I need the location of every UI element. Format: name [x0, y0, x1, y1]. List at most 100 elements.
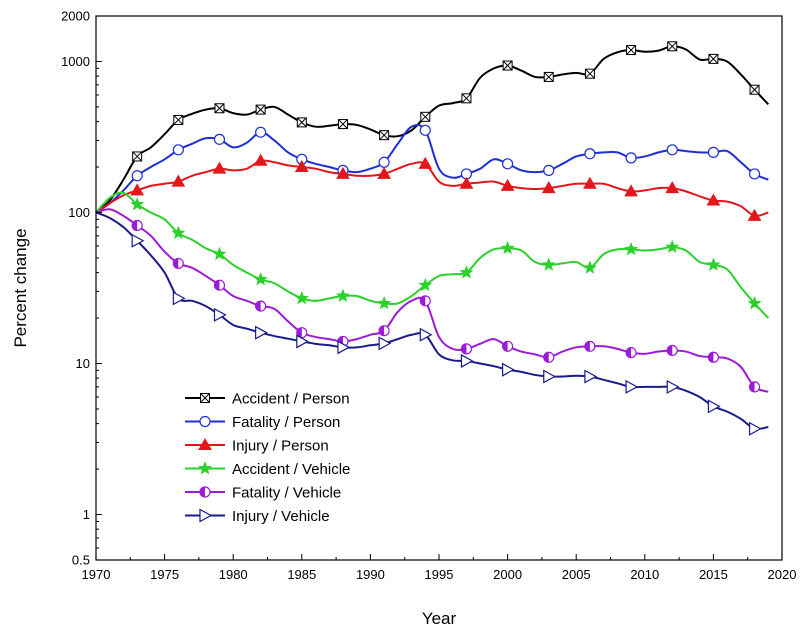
data-point-injury-vehicle [255, 325, 268, 340]
y-tick-label: 1000 [61, 54, 90, 69]
series-line-injury-vehicle [95, 211, 769, 431]
legend-label: Accident / Vehicle [232, 461, 350, 478]
series-line-fatality-person [95, 123, 769, 214]
data-point-accident-vehicle [171, 225, 186, 240]
data-point-accident-vehicle [459, 265, 474, 279]
legend-marker [198, 461, 212, 475]
data-point-accident-person [667, 41, 678, 52]
data-point-accident-vehicle [253, 272, 268, 286]
data-point-fatality-person [131, 170, 143, 182]
series-line-fatality-vehicle [95, 208, 769, 393]
data-point-fatality-vehicle [255, 300, 267, 312]
data-point-injury-vehicle [296, 334, 310, 349]
data-point-fatality-vehicle [748, 381, 761, 393]
data-point-fatality-vehicle [172, 257, 184, 270]
data-point-fatality-person [584, 148, 596, 160]
data-point-fatality-person [543, 164, 555, 176]
data-point-accident-vehicle [212, 246, 227, 261]
legend: Accident / Person Fatality / Person Injury… [185, 391, 350, 525]
data-point-accident-person [379, 130, 390, 141]
series-layer [95, 45, 770, 431]
data-point-fatality-person [666, 144, 678, 156]
data-point-injury-vehicle [707, 399, 721, 414]
y-tick-label: 1 [83, 507, 90, 522]
data-point-accident-vehicle [335, 288, 350, 302]
data-point-accident-vehicle [294, 291, 309, 305]
y-tick-label: 10 [76, 356, 90, 371]
data-point-accident-person [132, 151, 143, 162]
series-line-accident-person [95, 45, 770, 214]
legend-item-injury-vehicle: Injury / Vehicle [185, 508, 330, 525]
data-point-injury-person [706, 193, 721, 206]
legend-marker [199, 508, 213, 523]
data-point-injury-person [253, 153, 268, 166]
x-tick-label: 1995 [425, 567, 454, 582]
data-point-accident-vehicle [541, 257, 556, 271]
data-point-injury-vehicle [131, 233, 145, 248]
data-point-accident-person [255, 104, 266, 115]
data-point-accident-vehicle [130, 197, 145, 211]
legend-item-fatality-vehicle: Fatality / Vehicle [185, 485, 341, 502]
data-point-injury-vehicle [337, 340, 351, 355]
data-point-fatality-vehicle [666, 344, 678, 357]
data-point-injury-person [418, 156, 433, 169]
data-point-fatality-vehicle [213, 279, 226, 291]
data-point-fatality-person [378, 156, 390, 168]
legend-label: Accident / Person [232, 391, 350, 408]
data-point-injury-person [130, 183, 145, 196]
data-point-accident-person [584, 68, 595, 79]
data-point-fatality-vehicle [625, 347, 637, 359]
data-point-accident-vehicle [500, 240, 515, 255]
data-point-injury-vehicle [172, 291, 186, 306]
data-point-fatality-vehicle [502, 340, 514, 352]
data-point-fatality-person [172, 144, 184, 156]
data-point-accident-vehicle [418, 277, 433, 292]
data-point-injury-vehicle [213, 307, 227, 322]
data-point-injury-person [336, 166, 350, 179]
x-tick-label: 2000 [493, 567, 522, 582]
data-point-accident-person [749, 84, 760, 95]
data-point-injury-person [500, 178, 515, 191]
data-point-injury-vehicle [502, 362, 515, 377]
data-point-fatality-vehicle [543, 351, 555, 363]
legend-marker [200, 393, 210, 403]
data-point-accident-person [173, 114, 184, 125]
data-point-injury-person [747, 208, 762, 221]
x-tick-label: 2015 [699, 567, 728, 582]
series-line-accident-vehicle [95, 191, 770, 319]
x-tick-label: 1985 [287, 567, 316, 582]
data-point-fatality-vehicle [460, 343, 473, 355]
data-point-injury-person [212, 161, 227, 174]
data-point-injury-vehicle [378, 336, 392, 351]
data-point-fatality-vehicle [707, 351, 720, 363]
legend-item-injury-person: Injury / Person [185, 438, 329, 455]
legend-label: Fatality / Vehicle [232, 485, 341, 502]
data-point-injury-person [665, 181, 680, 194]
legend-marker [199, 486, 211, 498]
data-point-injury-person [377, 166, 391, 179]
data-point-accident-person [708, 53, 719, 64]
legend-label: Injury / Person [232, 438, 329, 455]
data-point-accident-person [461, 93, 472, 104]
legend-marker [199, 415, 211, 428]
data-point-accident-person [214, 103, 225, 114]
y-tick-label: 100 [68, 205, 90, 220]
series-line-injury-person [95, 159, 769, 218]
data-point-fatality-person [213, 133, 226, 145]
data-point-accident-vehicle [624, 242, 639, 256]
data-point-fatality-person [748, 168, 761, 180]
data-point-fatality-vehicle [584, 340, 596, 352]
y-tick-label: 0.5 [72, 553, 90, 568]
data-point-accident-person [543, 71, 554, 82]
x-tick-label: 1975 [150, 567, 179, 582]
data-point-accident-person [420, 111, 431, 122]
data-point-accident-vehicle [377, 296, 392, 310]
data-point-injury-person [541, 181, 556, 194]
x-axis-title: Year [422, 609, 457, 628]
x-tick-label: 1980 [219, 567, 248, 582]
data-point-accident-person [296, 117, 307, 128]
data-point-injury-vehicle [584, 369, 598, 384]
data-point-fatality-person [707, 146, 720, 158]
